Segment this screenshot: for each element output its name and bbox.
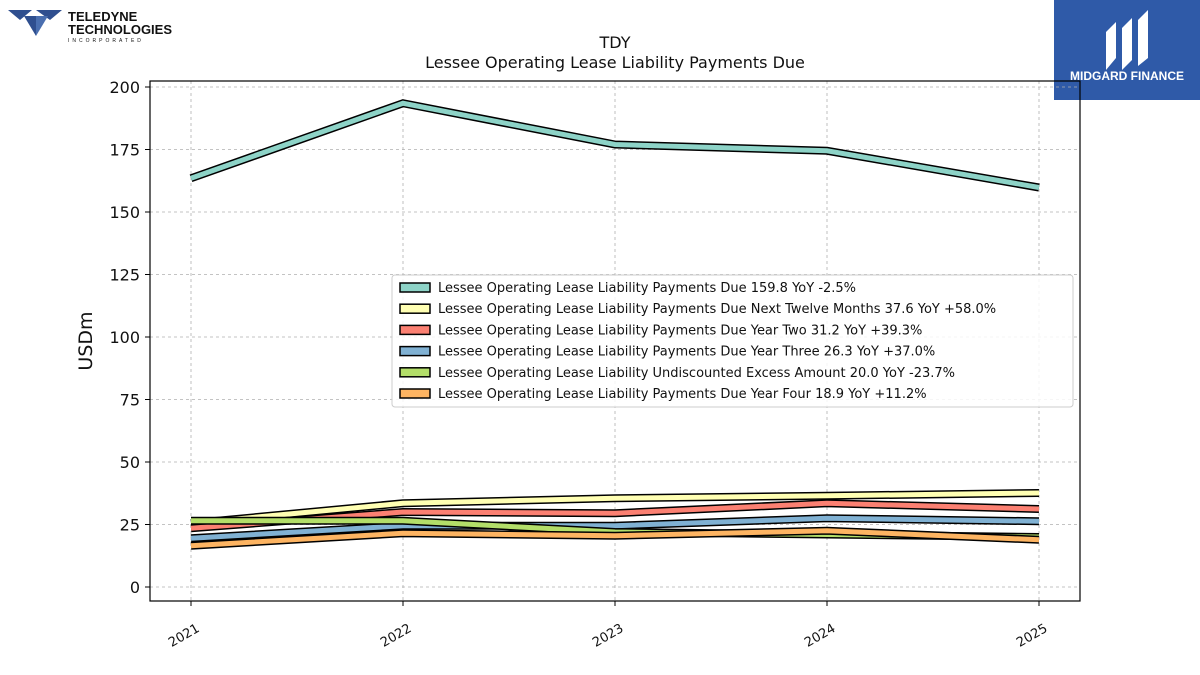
series-stroke — [190, 515, 1040, 541]
legend-item: Lessee Operating Lease Liability Payment… — [399, 302, 996, 317]
legend-swatch — [399, 303, 431, 314]
logo-line2: TECHNOLOGIES — [68, 22, 172, 37]
y-tick-label: 50 — [120, 453, 140, 472]
series-line — [189, 99, 1040, 192]
y-tick-label: 75 — [120, 391, 140, 410]
series-stroke — [190, 490, 1040, 526]
legend-label: Lessee Operating Lease Liability Payment… — [438, 387, 927, 402]
logo-line3: INCORPORATED — [68, 38, 144, 44]
y-tick-label: 0 — [130, 578, 140, 597]
series-line — [190, 526, 1040, 550]
legend-item: Lessee Operating Lease Liability Payment… — [399, 345, 935, 360]
y-tick-label: 175 — [109, 141, 140, 160]
legend-swatch — [399, 388, 431, 399]
legend-label: Lessee Operating Lease Liability Payment… — [438, 281, 856, 296]
x-axis: 2021 2022 2023 2024 2025 — [166, 601, 1050, 651]
legend-swatch — [399, 367, 431, 378]
series-layer — [189, 99, 1040, 550]
series-line — [190, 489, 1040, 528]
teledyne-logo: TELEDYNE TECHNOLOGIES INCORPORATED — [6, 6, 176, 44]
chart-subtitle: Lessee Operating Lease Liability Payment… — [425, 53, 805, 72]
legend-swatch — [399, 282, 431, 293]
series-line — [190, 514, 1040, 543]
y-tick-label: 125 — [109, 266, 140, 285]
legend-item: Lessee Operating Lease Liability Payment… — [399, 387, 927, 402]
x-tick-label: 2025 — [1014, 621, 1050, 651]
teledyne-logo-mark: TELEDYNE TECHNOLOGIES INCORPORATED — [8, 9, 172, 44]
y-axis-label: USDm — [75, 311, 97, 370]
legend-item: Lessee Operating Lease Liability Payment… — [399, 281, 856, 296]
legend-label: Lessee Operating Lease Liability Payment… — [438, 345, 935, 360]
y-tick-label: 200 — [109, 78, 140, 97]
legend-swatch — [399, 324, 431, 336]
legend: Lessee Operating Lease Liability Payment… — [391, 274, 1074, 408]
midgard-logo-text: MIDGARD FINANCE — [1070, 69, 1184, 83]
midgard-logo-mark: MIDGARD FINANCE — [1070, 10, 1184, 83]
y-axis: 0 25 50 75 100 125 150 175 200 — [109, 78, 150, 597]
legend-label: Lessee Operating Lease Liability Payment… — [438, 302, 996, 317]
midgard-logo: MIDGARD FINANCE — [1054, 0, 1200, 100]
legend-swatch — [399, 345, 431, 357]
legend-item: Lessee Operating Lease Liability Payment… — [399, 323, 922, 338]
chart-title: TDY — [599, 33, 631, 52]
x-tick-label: 2021 — [166, 621, 202, 651]
y-tick-label: 25 — [120, 516, 140, 535]
legend-label: Lessee Operating Lease Liability Payment… — [438, 323, 922, 338]
x-tick-label: 2024 — [802, 621, 838, 651]
legend-box — [391, 274, 1074, 408]
legend-label: Lessee Operating Lease Liability Undisco… — [438, 366, 955, 381]
y-tick-label: 100 — [109, 328, 140, 347]
series-stroke — [190, 528, 1040, 549]
legend-item: Lessee Operating Lease Liability Undisco… — [399, 366, 955, 381]
logo-line1: TELEDYNE — [68, 9, 138, 24]
x-tick-label: 2022 — [378, 621, 414, 651]
x-tick-label: 2023 — [590, 621, 626, 651]
series-stroke — [190, 100, 1040, 190]
y-tick-label: 150 — [109, 203, 140, 222]
